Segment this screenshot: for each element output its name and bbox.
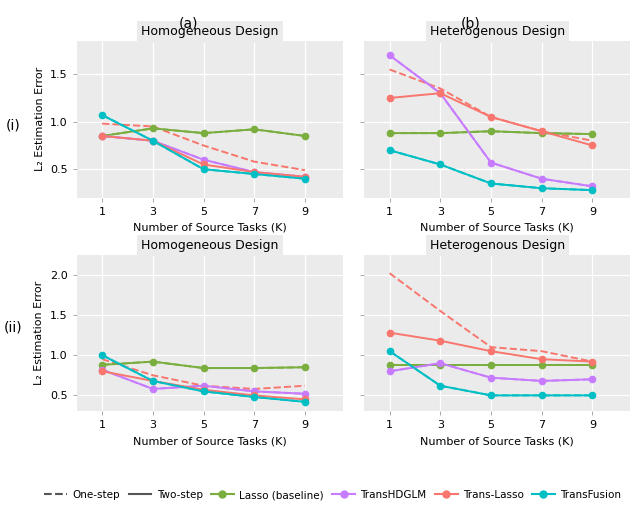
Text: (i): (i) (5, 118, 20, 133)
Title: Homogeneous Design: Homogeneous Design (141, 239, 278, 252)
X-axis label: Number of Source Tasks (K): Number of Source Tasks (K) (133, 436, 287, 446)
X-axis label: Number of Source Tasks (K): Number of Source Tasks (K) (420, 436, 574, 446)
Legend: One-step, Two-step, Lasso (baseline), TransHDGLM, Trans-Lasso, TransFusion: One-step, Two-step, Lasso (baseline), Tr… (40, 486, 625, 504)
Title: Heterogenous Design: Heterogenous Design (430, 26, 565, 38)
Y-axis label: L₂ Estimation Error: L₂ Estimation Error (35, 281, 44, 385)
Text: (a): (a) (179, 16, 198, 30)
Text: (ii): (ii) (3, 321, 22, 335)
Y-axis label: L₂ Estimation Error: L₂ Estimation Error (35, 67, 45, 172)
Text: (b): (b) (461, 16, 480, 30)
X-axis label: Number of Source Tasks (K): Number of Source Tasks (K) (133, 222, 287, 232)
Title: Heterogenous Design: Heterogenous Design (430, 239, 565, 252)
X-axis label: Number of Source Tasks (K): Number of Source Tasks (K) (420, 222, 574, 232)
Title: Homogeneous Design: Homogeneous Design (141, 26, 278, 38)
